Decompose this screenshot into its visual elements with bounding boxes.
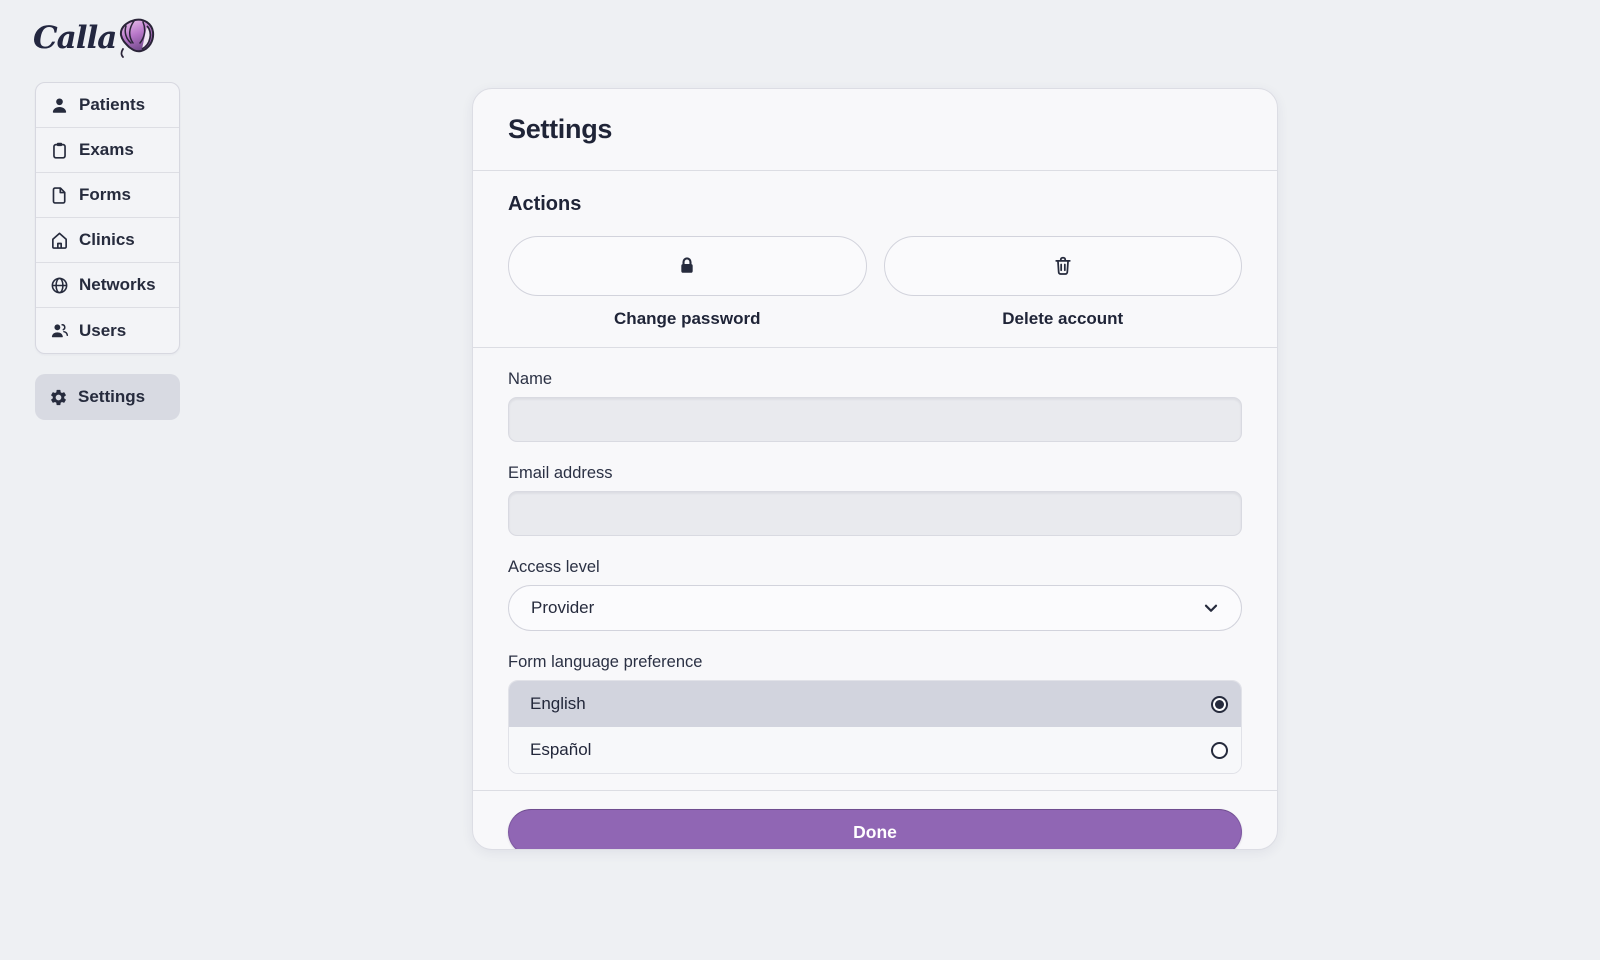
profile-form: Name Email address Access level Provider… [473,348,1277,774]
clipboard-icon [50,141,69,160]
globe-icon [50,276,69,295]
actions-section: Actions Change password Delete account [473,171,1277,348]
name-input[interactable] [508,397,1242,442]
app-logo: Calla [33,14,158,62]
sidebar-item-label: Patients [79,95,146,114]
sidebar-nav: Patients Exams Forms Clinics Networks Users [35,82,180,354]
flower-icon [114,16,158,62]
panel-footer: Done [473,790,1277,849]
sidebar-item-networks[interactable]: Networks [36,263,179,308]
language-preference-label: Form language preference [508,653,703,671]
done-button[interactable]: Done [508,809,1242,849]
sidebar-item-users[interactable]: Users [36,308,179,353]
email-label: Email address [508,464,613,482]
trash-icon [1052,255,1074,277]
sidebar-item-label: Users [79,320,127,340]
actions-heading: Actions [508,193,582,215]
brand-name: Calla [33,20,117,56]
radio-selected-icon[interactable] [1211,695,1228,713]
access-level-label: Access level [508,558,600,576]
language-option-label: Español [530,740,592,759]
panel-header: Settings [473,89,1277,171]
sidebar-item-label: Clinics [79,230,135,249]
sidebar-item-clinics[interactable]: Clinics [36,218,179,263]
delete-account-label: Delete account [1002,309,1124,328]
language-option-espaol[interactable]: Español [509,727,1241,773]
document-icon [50,186,69,205]
actions-labels-row: Change password Delete account [508,309,1242,329]
page-title: Settings [508,114,613,144]
sidebar-item-forms[interactable]: Forms [36,173,179,218]
sidebar-item-label: Networks [79,275,156,294]
name-label: Name [508,370,553,388]
language-option-english[interactable]: English [509,681,1241,727]
change-password-button[interactable] [508,236,867,296]
radio-unselected-icon[interactable] [1211,741,1228,759]
sidebar-item-settings[interactable]: Settings [35,374,180,420]
change-password-label: Change password [614,309,761,328]
access-level-value: Provider [531,598,595,617]
access-level-select[interactable]: Provider [508,585,1242,631]
person-icon [50,96,69,115]
settings-panel: Settings Actions Change password Delete a… [472,88,1278,850]
language-option-list: English Español [508,680,1242,774]
gear-icon [49,388,68,407]
actions-buttons-row [508,236,1242,296]
sidebar-item-exams[interactable]: Exams [36,128,179,173]
home-icon [50,231,69,250]
sidebar-item-patients[interactable]: Patients [36,83,179,128]
sidebar-item-label: Exams [79,140,134,159]
sidebar-item-label: Forms [79,185,131,204]
sidebar-item-label: Settings [78,387,146,406]
chevron-down-icon [1201,598,1221,618]
users-icon [50,321,69,340]
delete-account-button[interactable] [883,236,1242,296]
email-field[interactable] [508,491,1242,536]
language-option-label: English [530,694,586,713]
lock-icon [676,255,698,277]
